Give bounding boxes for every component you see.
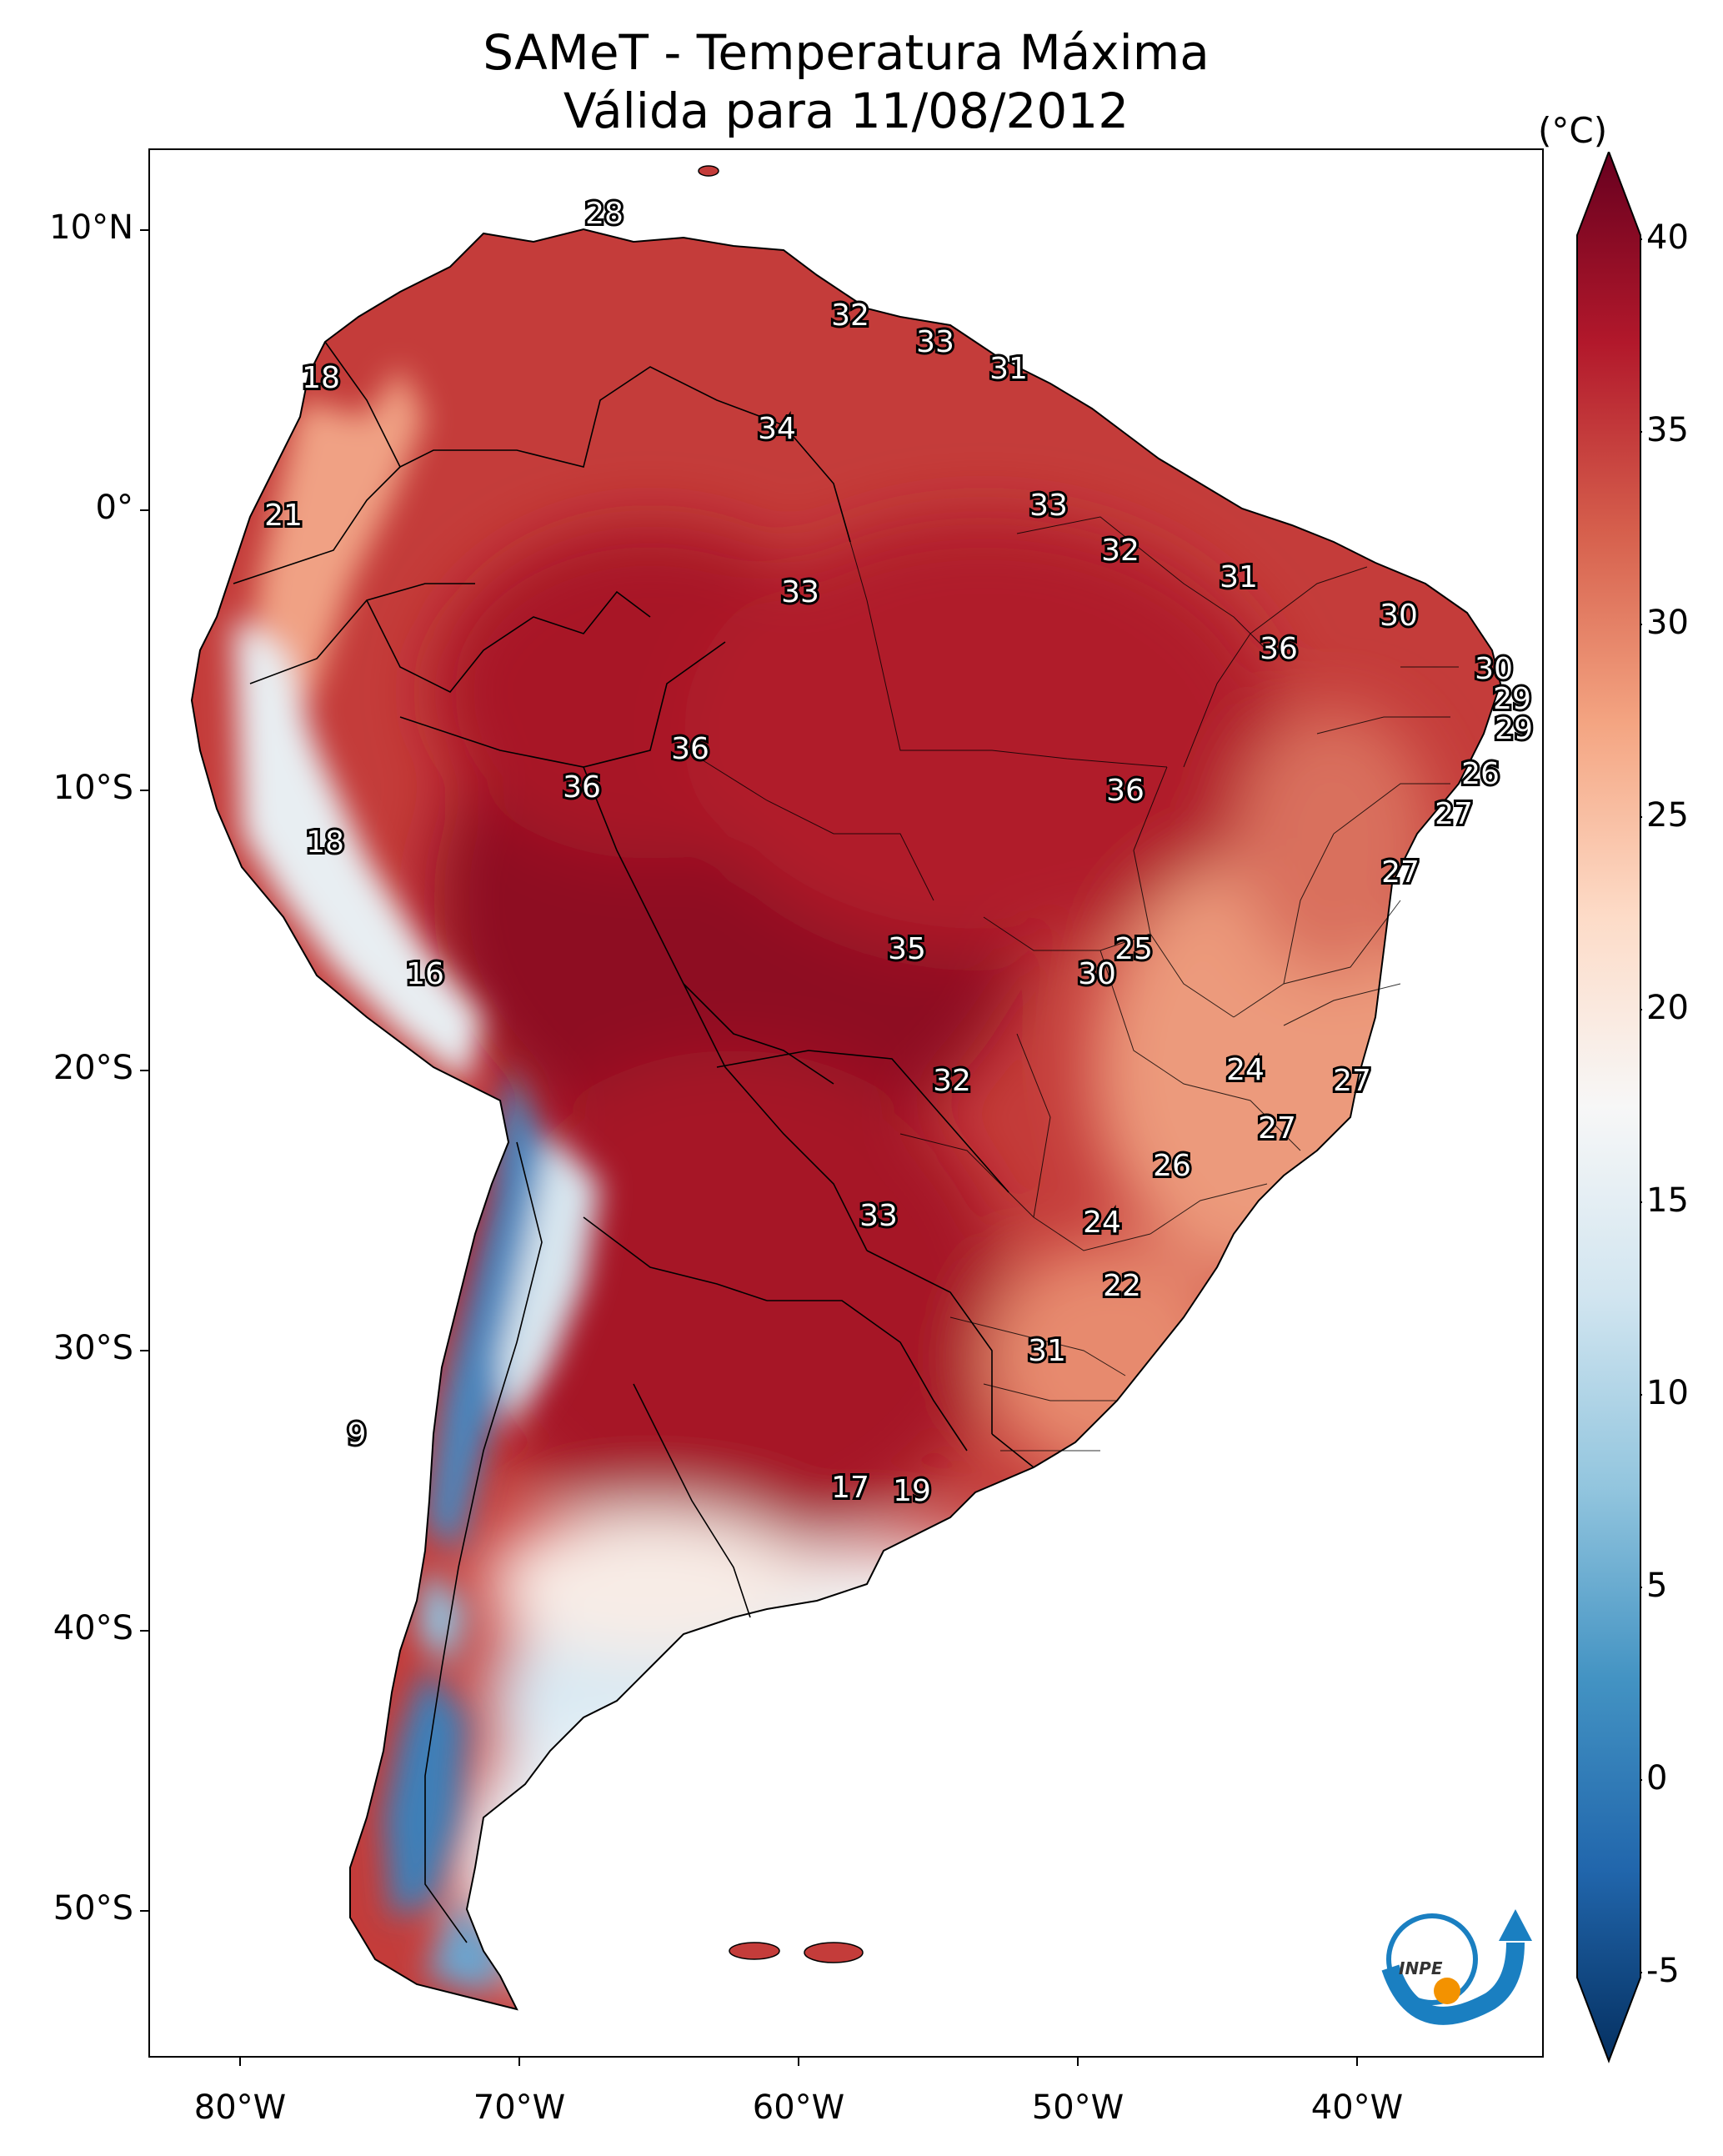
- inpe-logo: INPE: [1381, 1909, 1532, 2025]
- islands: [698, 165, 864, 1963]
- contour-label: 30: [1380, 599, 1418, 633]
- colorbar-tick-15: 15: [1646, 1181, 1689, 1220]
- contour-label: 33: [1029, 489, 1068, 523]
- contour-label: 30: [1475, 652, 1513, 686]
- logo-text: INPE: [1399, 1958, 1443, 1978]
- colorbar-unit: (°C): [1538, 110, 1608, 151]
- lon-label-40w: 40°W: [1310, 2088, 1404, 2127]
- map-panel: 28 32 33 31 34 18 21 33 32 33 31 30 36 30 29 29 36 36 36 26…: [148, 148, 1544, 2058]
- contour-label: 26: [1153, 1149, 1191, 1183]
- title-line-2: Válida para 11/08/2012: [563, 83, 1129, 139]
- contour-label: 28: [585, 197, 624, 231]
- colorbar-gradient: [1576, 152, 1641, 2063]
- contour-label: 21: [264, 499, 303, 533]
- contour-label: 32: [831, 298, 869, 333]
- contour-label: 32: [1101, 534, 1139, 568]
- colorbar: [1576, 152, 1642, 2063]
- contour-label: 19: [893, 1474, 931, 1508]
- contour-label: 32: [933, 1064, 971, 1098]
- contour-label: 27: [1333, 1064, 1371, 1098]
- contour-label: 30: [1078, 957, 1116, 991]
- contour-label: 24: [1226, 1053, 1265, 1087]
- lon-label-60w: 60°W: [752, 2088, 845, 2127]
- lat-label-10n: 10°N: [49, 208, 133, 247]
- colorbar-tick-neg5: -5: [1646, 1952, 1680, 1990]
- lat-tick: [140, 1630, 148, 1632]
- lat-tick: [140, 229, 148, 231]
- colorbar-tick-35: 35: [1646, 411, 1689, 449]
- lon-tick: [518, 2058, 520, 2066]
- contour-label: 35: [888, 932, 926, 966]
- lat-label-20s: 20°S: [53, 1049, 133, 1087]
- contour-label: 26: [1461, 757, 1500, 791]
- lon-label-80w: 80°W: [193, 2088, 287, 2127]
- country-borders: [233, 341, 1034, 1943]
- lon-tick: [798, 2058, 799, 2066]
- lon-label-70w: 70°W: [473, 2088, 566, 2127]
- lat-tick: [140, 1910, 148, 1912]
- map-title: SAMeT - Temperatura Máxima Válida para 1…: [150, 23, 1542, 140]
- contour-label: 33: [859, 1199, 898, 1233]
- colorbar-tick-5: 5: [1646, 1567, 1668, 1605]
- state-borders: [699, 483, 1459, 1452]
- contour-label: 18: [306, 825, 344, 860]
- colorbar-tick-20: 20: [1646, 989, 1689, 1027]
- lon-tick: [1077, 2058, 1079, 2066]
- contour-label: 22: [1103, 1269, 1141, 1303]
- colorbar-tick-25: 25: [1646, 796, 1689, 835]
- lat-label-30s: 30°S: [53, 1329, 133, 1367]
- contour-label: 33: [916, 325, 954, 359]
- contour-label: 16: [406, 957, 444, 991]
- contour-label: 36: [1260, 632, 1298, 666]
- colorbar-tick-30: 30: [1646, 604, 1689, 642]
- colorbar-tick-0: 0: [1646, 1759, 1668, 1798]
- contour-label: 24: [1083, 1206, 1121, 1240]
- contour-label: 36: [671, 732, 709, 766]
- lon-tick: [239, 2058, 241, 2066]
- contour-label: 31: [1028, 1334, 1066, 1368]
- title-line-1: SAMeT - Temperatura Máxima: [483, 24, 1210, 81]
- lat-label-50s: 50°S: [53, 1889, 133, 1928]
- contour-label: 27: [1258, 1111, 1296, 1146]
- lat-label-0: 0°: [95, 489, 133, 527]
- lon-tick: [1356, 2058, 1358, 2066]
- lat-tick: [140, 1350, 148, 1351]
- lat-label-10s: 10°S: [53, 769, 133, 807]
- contour-label: 18: [302, 361, 340, 395]
- contour-label: 29: [1495, 712, 1533, 746]
- contour-label: 17: [831, 1471, 869, 1505]
- colorbar-tick-40: 40: [1646, 218, 1689, 257]
- contour-label: 25: [1114, 932, 1153, 966]
- contour-label: 27: [1435, 797, 1473, 831]
- lat-label-40s: 40°S: [53, 1609, 133, 1647]
- lon-label-50w: 50°W: [1031, 2088, 1124, 2127]
- lat-tick: [140, 509, 148, 511]
- contour-label: 31: [1220, 560, 1258, 594]
- contour-label: 9: [348, 1417, 367, 1452]
- contour-label: 27: [1381, 855, 1420, 890]
- contour-label: 34: [758, 412, 796, 446]
- contour-label: 36: [1106, 774, 1144, 808]
- lat-tick: [140, 1070, 148, 1071]
- lat-tick: [140, 790, 148, 791]
- contour-label: 36: [563, 770, 601, 805]
- contour-label: 33: [781, 575, 819, 609]
- contour-label: 29: [1493, 682, 1531, 716]
- colorbar-tick-10: 10: [1646, 1374, 1689, 1412]
- contour-label: 31: [989, 352, 1028, 386]
